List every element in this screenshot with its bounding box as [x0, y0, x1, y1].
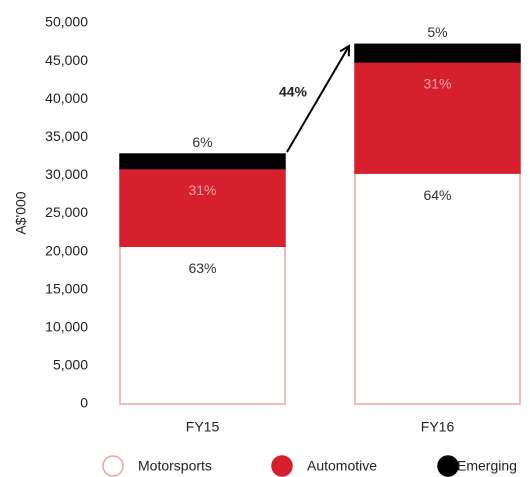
legend-label: Automotive: [307, 458, 377, 474]
bar-segment: [354, 43, 521, 63]
share-label: 5%: [427, 24, 447, 40]
share-label: 6%: [192, 134, 212, 150]
y-axis-label: A$'000: [13, 191, 29, 234]
y-tick-label: 35,000: [45, 128, 88, 144]
bar-segment: [119, 245, 286, 405]
bar-segment: [119, 153, 286, 170]
legend-swatch: [437, 455, 459, 477]
x-tick-label: FY15: [186, 419, 220, 435]
bar-segment: [354, 172, 521, 405]
y-tick-label: 45,000: [45, 52, 88, 68]
growth-annotation: 44%: [279, 84, 308, 100]
y-tick-label: 0: [80, 395, 88, 411]
growth-arrow: [286, 46, 349, 153]
legend-swatch: [271, 455, 293, 477]
legend-swatch: [102, 455, 124, 477]
legend-label: Emerging: [457, 458, 517, 474]
share-label: 31%: [423, 76, 451, 92]
bar-segment: [354, 61, 521, 174]
y-tick-label: 15,000: [45, 280, 88, 296]
y-tick-label: 40,000: [45, 90, 88, 106]
share-label: 31%: [188, 182, 216, 198]
bar-segment: [119, 167, 286, 248]
share-label: 63%: [188, 260, 216, 276]
y-tick-label: 10,000: [45, 319, 88, 335]
y-tick-label: 20,000: [45, 242, 88, 258]
y-tick-label: 25,000: [45, 204, 88, 220]
y-tick-label: 50,000: [45, 14, 88, 30]
legend-label: Motorsports: [138, 458, 212, 474]
y-tick-label: 5,000: [53, 357, 88, 373]
share-label: 64%: [423, 187, 451, 203]
y-tick-label: 30,000: [45, 166, 88, 182]
x-tick-label: FY16: [421, 419, 455, 435]
